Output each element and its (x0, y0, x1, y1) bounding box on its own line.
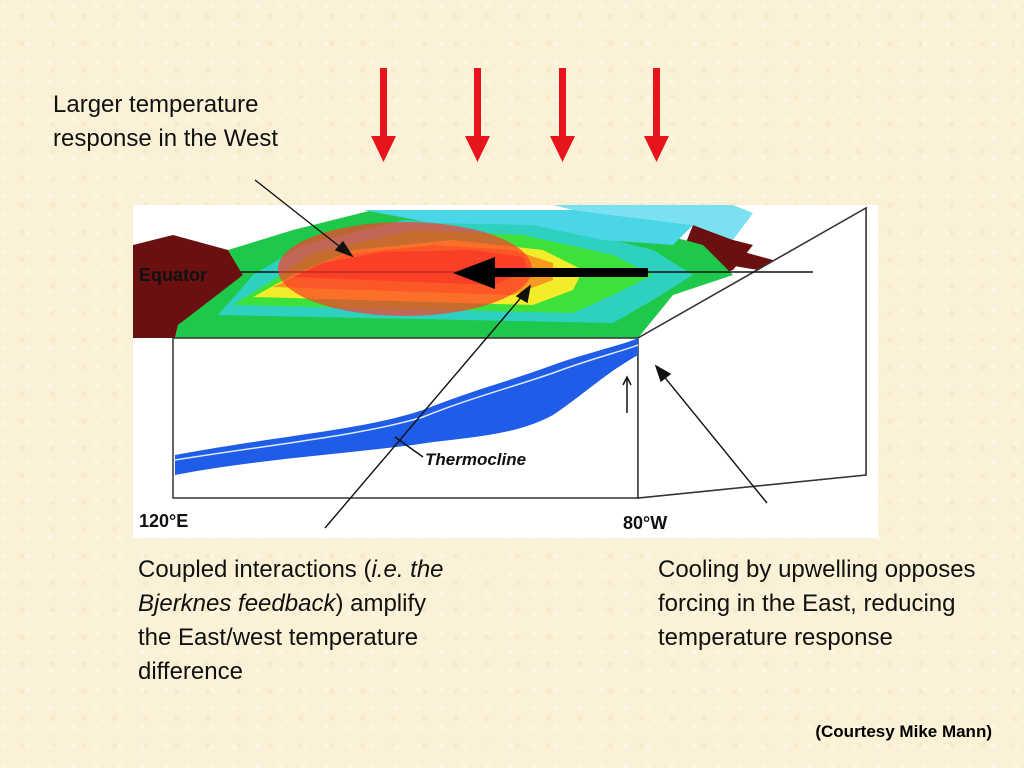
ocean-box-diagram: Equator Thermocline 120°E 80°W (133, 205, 878, 538)
forcing-arrow-icon (550, 68, 575, 162)
west-longitude-label: 120°E (139, 511, 188, 531)
deep-water (175, 338, 638, 475)
courtesy-credit: (Courtesy Mike Mann) (815, 722, 992, 741)
bjerknes-italic: i.e. the Bjerknes feedback (138, 556, 444, 617)
forcing-arrows (371, 68, 669, 162)
forcing-arrow-icon (644, 68, 669, 162)
wind-stress-arrow-icon (453, 257, 648, 289)
land-west (133, 235, 243, 338)
bjerknes-suffix: ) amplify the East/west temperature diff… (138, 590, 427, 685)
thermocline-label: Thermocline (425, 450, 526, 469)
bjerknes-feedback-annotation: Coupled interactions (i.e. the Bjerknes … (138, 553, 458, 689)
upwelling-arrow-icon (622, 375, 632, 413)
equator-label: Equator (139, 265, 207, 285)
upwelling-cooling-annotation: Cooling by upwelling opposes forcing in … (658, 556, 976, 651)
bjerknes-prefix: Coupled interactions ( (138, 556, 372, 583)
forcing-arrow-icon (371, 68, 396, 162)
west-response-annotation: Larger temperature response in the West (53, 91, 279, 152)
east-longitude-label: 80°W (623, 513, 667, 533)
forcing-arrow-icon (465, 68, 490, 162)
